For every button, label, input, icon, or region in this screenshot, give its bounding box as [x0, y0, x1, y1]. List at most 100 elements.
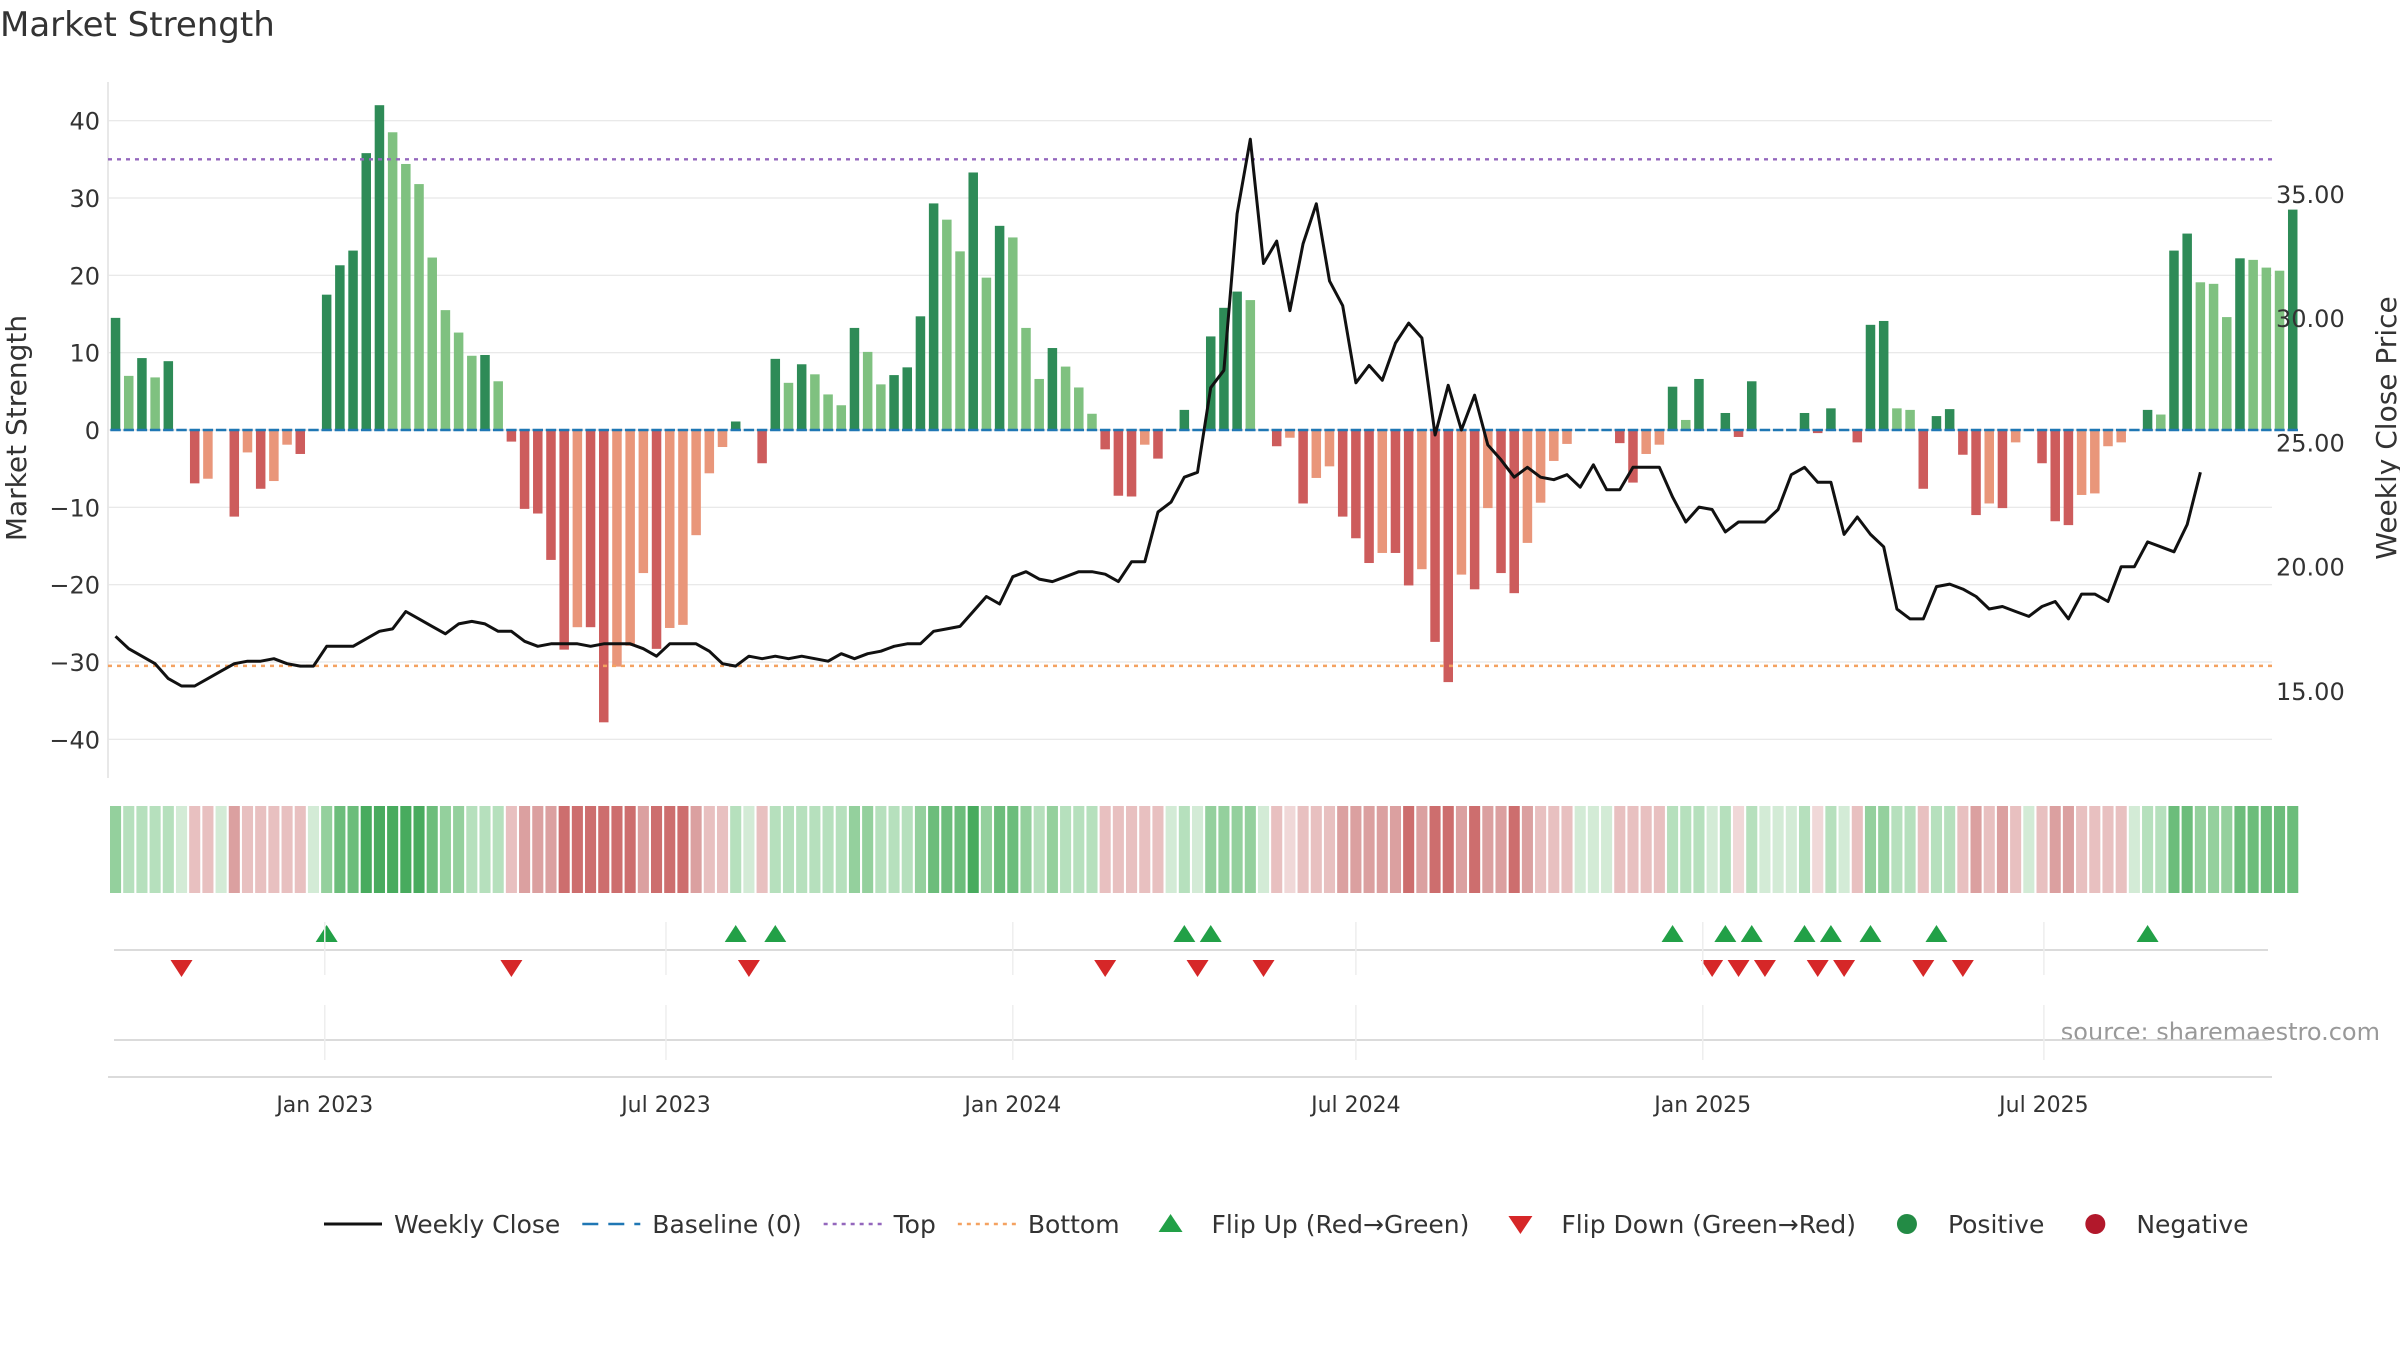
heat-cell — [1627, 806, 1639, 893]
strength-bar — [1364, 430, 1374, 564]
flip-down-marker — [1806, 960, 1829, 977]
heat-cell — [1680, 806, 1692, 893]
heat-cell — [664, 806, 676, 893]
strength-bar — [1047, 348, 1058, 430]
strength-bar — [1522, 430, 1533, 543]
x-tick-label: Jul 2024 — [1309, 1093, 1401, 1118]
legend-item: Flip Down (Green→Red) — [1508, 1210, 1856, 1239]
strength-bar — [427, 257, 437, 430]
heat-cell — [334, 806, 346, 893]
strength-bar — [2287, 209, 2298, 430]
strength-bar — [2090, 430, 2100, 494]
strength-bar — [203, 430, 213, 479]
strength-bar — [2037, 430, 2047, 464]
heat-cell — [1139, 806, 1151, 893]
heat-cell — [928, 806, 940, 893]
strength-bar — [2248, 259, 2258, 430]
strength-bar — [1984, 430, 1994, 504]
strength-bar — [1324, 430, 1335, 467]
strength-bar — [559, 430, 569, 650]
heat-cell — [294, 806, 306, 893]
heat-cell — [1323, 806, 1336, 893]
strength-bar — [1971, 430, 1981, 516]
flip-down-marker — [1951, 960, 1974, 977]
heat-cell — [1574, 806, 1586, 893]
strength-bar — [651, 430, 662, 649]
heat-cell — [2089, 806, 2101, 893]
strength-bar — [1100, 430, 1110, 450]
heat-cell — [426, 806, 438, 893]
heat-cell — [611, 806, 623, 893]
heat-cell — [1178, 806, 1190, 893]
strength-bar — [453, 332, 464, 430]
heat-cell — [1165, 806, 1177, 893]
heat-cell — [558, 806, 570, 893]
heat-cell — [123, 806, 135, 893]
strength-bar — [1140, 430, 1150, 445]
heat-cell — [571, 806, 583, 893]
strength-bar — [189, 430, 200, 484]
heat-cell — [387, 806, 399, 893]
heat-cell — [848, 806, 861, 893]
heat-cell — [1535, 806, 1547, 893]
strength-bar — [1641, 430, 1651, 454]
strength-bar — [519, 430, 530, 509]
strength-bar — [2156, 414, 2166, 430]
heat-cell — [202, 806, 214, 893]
heat-cell — [162, 806, 174, 893]
strength-bar — [1179, 409, 1190, 430]
strength-bar — [1087, 413, 1097, 430]
strength-bar — [2010, 430, 2021, 443]
heat-cell — [796, 806, 808, 893]
strength-bar — [1443, 430, 1453, 683]
strength-bar — [1549, 430, 1559, 461]
heat-cell — [1099, 806, 1111, 893]
heat-cell — [1350, 806, 1362, 893]
x-tick-label: Jan 2023 — [274, 1093, 373, 1118]
flip-up-marker — [2136, 925, 2159, 942]
flip-down-marker — [170, 960, 193, 977]
heat-cell — [1957, 806, 1969, 893]
heat-cell — [413, 806, 425, 893]
legend-item: Negative — [2085, 1210, 2249, 1239]
y-tick-label: −10 — [49, 494, 100, 522]
heat-cell — [1191, 806, 1204, 893]
legend-label: Weekly Close — [394, 1210, 560, 1239]
y2-axis-ticks: 15.00 20.00 25.00 30.00 35.00 — [2276, 181, 2345, 706]
heat-cell — [1389, 806, 1402, 893]
heat-cell — [136, 806, 148, 893]
heat-cell — [1086, 806, 1098, 893]
strength-bar — [467, 355, 477, 430]
strength-bar — [1799, 412, 1810, 430]
strength-bar — [955, 251, 965, 430]
flip-down-marker — [1094, 960, 1117, 977]
heat-cell — [954, 806, 966, 893]
strength-bar — [414, 184, 424, 430]
heat-cell — [1904, 806, 1916, 893]
heat-cell — [1706, 806, 1718, 893]
strength-bar — [2116, 430, 2126, 443]
legend-label: Flip Down (Green→Red) — [1561, 1210, 1856, 1239]
y-tick-label: 30 — [69, 185, 100, 213]
strength-bar — [599, 430, 609, 723]
heat-cell — [1363, 806, 1375, 893]
strength-bar — [1667, 386, 1678, 430]
strength-bar — [163, 361, 174, 430]
strength-bar — [2222, 317, 2232, 430]
strength-bar — [691, 430, 701, 536]
strength-bar — [2261, 267, 2272, 430]
legend-item: Weekly Close — [324, 1210, 560, 1239]
strength-bar — [282, 430, 292, 445]
strength-bar — [348, 250, 358, 430]
heat-cell — [1231, 806, 1243, 893]
heat-cell — [228, 806, 240, 893]
heat-cell — [215, 806, 227, 893]
heat-cell — [1759, 806, 1771, 893]
y-axis-label: Market Strength — [0, 315, 33, 541]
heat-cell — [255, 806, 267, 893]
heat-cell — [1851, 806, 1863, 893]
strength-bar — [783, 382, 794, 430]
heat-cell — [1482, 806, 1494, 893]
heat-cell — [1244, 806, 1256, 893]
flip-up-marker — [1925, 925, 1948, 942]
